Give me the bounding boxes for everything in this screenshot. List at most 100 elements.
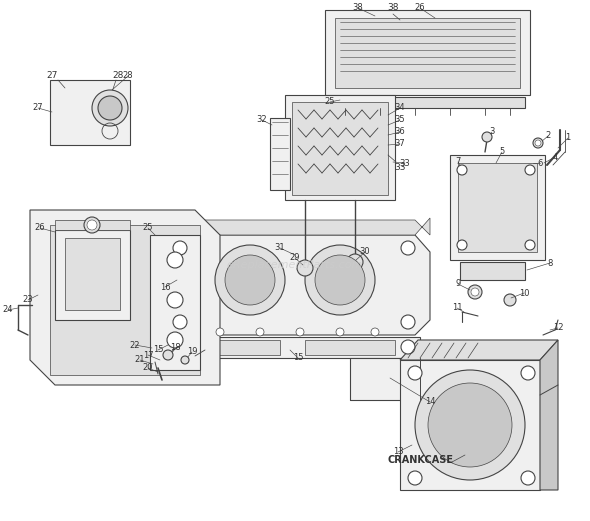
Text: 6: 6 xyxy=(537,158,543,167)
Text: 34: 34 xyxy=(395,104,405,113)
Text: 38: 38 xyxy=(353,4,363,13)
Text: 8: 8 xyxy=(548,258,553,267)
Circle shape xyxy=(181,356,189,364)
Text: 37: 37 xyxy=(395,140,405,148)
Text: 14: 14 xyxy=(425,398,435,406)
Polygon shape xyxy=(200,340,280,355)
Text: 27: 27 xyxy=(46,71,58,81)
Text: 17: 17 xyxy=(143,351,153,359)
Circle shape xyxy=(297,260,313,276)
Text: 38: 38 xyxy=(387,4,399,13)
Circle shape xyxy=(525,240,535,250)
Polygon shape xyxy=(350,358,420,400)
Polygon shape xyxy=(460,262,525,280)
Text: 18: 18 xyxy=(170,342,181,352)
Circle shape xyxy=(457,165,467,175)
Circle shape xyxy=(401,340,415,354)
Text: CRANKCASE: CRANKCASE xyxy=(387,455,453,465)
Text: 3: 3 xyxy=(489,128,494,137)
Circle shape xyxy=(305,245,375,315)
Polygon shape xyxy=(400,340,558,360)
Circle shape xyxy=(535,140,541,146)
Circle shape xyxy=(173,315,187,329)
Text: 33: 33 xyxy=(399,158,411,167)
Circle shape xyxy=(371,328,379,336)
Text: 32: 32 xyxy=(257,116,267,125)
Text: 10: 10 xyxy=(519,289,529,297)
Circle shape xyxy=(215,245,285,315)
Circle shape xyxy=(87,220,97,230)
Text: 36: 36 xyxy=(395,128,405,137)
Text: 7: 7 xyxy=(455,157,461,167)
Text: 11: 11 xyxy=(452,304,462,313)
Polygon shape xyxy=(305,340,395,355)
Text: 27: 27 xyxy=(32,104,43,113)
Circle shape xyxy=(84,217,100,233)
Text: 25: 25 xyxy=(143,224,153,232)
Text: 20: 20 xyxy=(143,364,153,373)
Circle shape xyxy=(401,315,415,329)
Polygon shape xyxy=(540,340,558,490)
Text: 28: 28 xyxy=(112,71,124,81)
Polygon shape xyxy=(30,210,220,385)
Circle shape xyxy=(167,292,183,308)
Text: 4: 4 xyxy=(552,153,558,162)
Text: 35: 35 xyxy=(395,116,405,125)
Circle shape xyxy=(167,332,183,348)
Polygon shape xyxy=(450,155,545,260)
Text: 26: 26 xyxy=(35,224,45,232)
Text: 1: 1 xyxy=(565,133,571,143)
Circle shape xyxy=(98,96,122,120)
Text: 21: 21 xyxy=(135,355,145,365)
Circle shape xyxy=(163,350,173,360)
Polygon shape xyxy=(330,97,525,108)
Text: eReplacementParts.com: eReplacementParts.com xyxy=(227,260,363,270)
Polygon shape xyxy=(150,235,200,370)
Circle shape xyxy=(315,255,365,305)
Text: 31: 31 xyxy=(275,243,286,253)
Circle shape xyxy=(92,90,128,126)
Polygon shape xyxy=(292,102,388,195)
Circle shape xyxy=(167,252,183,268)
Circle shape xyxy=(408,471,422,485)
Circle shape xyxy=(415,370,525,480)
Text: 15: 15 xyxy=(293,354,303,363)
Circle shape xyxy=(256,328,264,336)
Circle shape xyxy=(533,138,543,148)
Text: 22: 22 xyxy=(130,341,140,350)
Circle shape xyxy=(468,285,482,299)
Bar xyxy=(50,80,130,145)
Circle shape xyxy=(336,328,344,336)
Circle shape xyxy=(521,366,535,380)
Circle shape xyxy=(525,165,535,175)
Text: 16: 16 xyxy=(160,282,171,292)
Circle shape xyxy=(225,255,275,305)
Polygon shape xyxy=(458,163,537,252)
Circle shape xyxy=(216,328,224,336)
Text: 5: 5 xyxy=(499,147,504,156)
Polygon shape xyxy=(65,238,120,310)
Text: 29: 29 xyxy=(290,254,300,263)
Text: 12: 12 xyxy=(553,324,563,332)
Text: 15: 15 xyxy=(153,345,163,354)
Text: 2: 2 xyxy=(545,131,550,141)
Polygon shape xyxy=(270,118,290,190)
Text: 13: 13 xyxy=(393,448,404,456)
Circle shape xyxy=(428,383,512,467)
Text: 9: 9 xyxy=(455,279,461,289)
Polygon shape xyxy=(160,218,430,235)
Polygon shape xyxy=(325,10,530,95)
Circle shape xyxy=(471,288,479,296)
Circle shape xyxy=(504,294,516,306)
Text: 24: 24 xyxy=(3,305,13,315)
Polygon shape xyxy=(160,235,430,335)
Text: 33: 33 xyxy=(394,164,406,172)
Polygon shape xyxy=(55,230,130,320)
Text: 19: 19 xyxy=(187,348,197,356)
Polygon shape xyxy=(285,95,395,200)
Polygon shape xyxy=(335,18,520,88)
Polygon shape xyxy=(50,225,200,375)
Text: 30: 30 xyxy=(360,247,371,256)
Circle shape xyxy=(347,254,363,270)
Text: 26: 26 xyxy=(415,4,425,13)
